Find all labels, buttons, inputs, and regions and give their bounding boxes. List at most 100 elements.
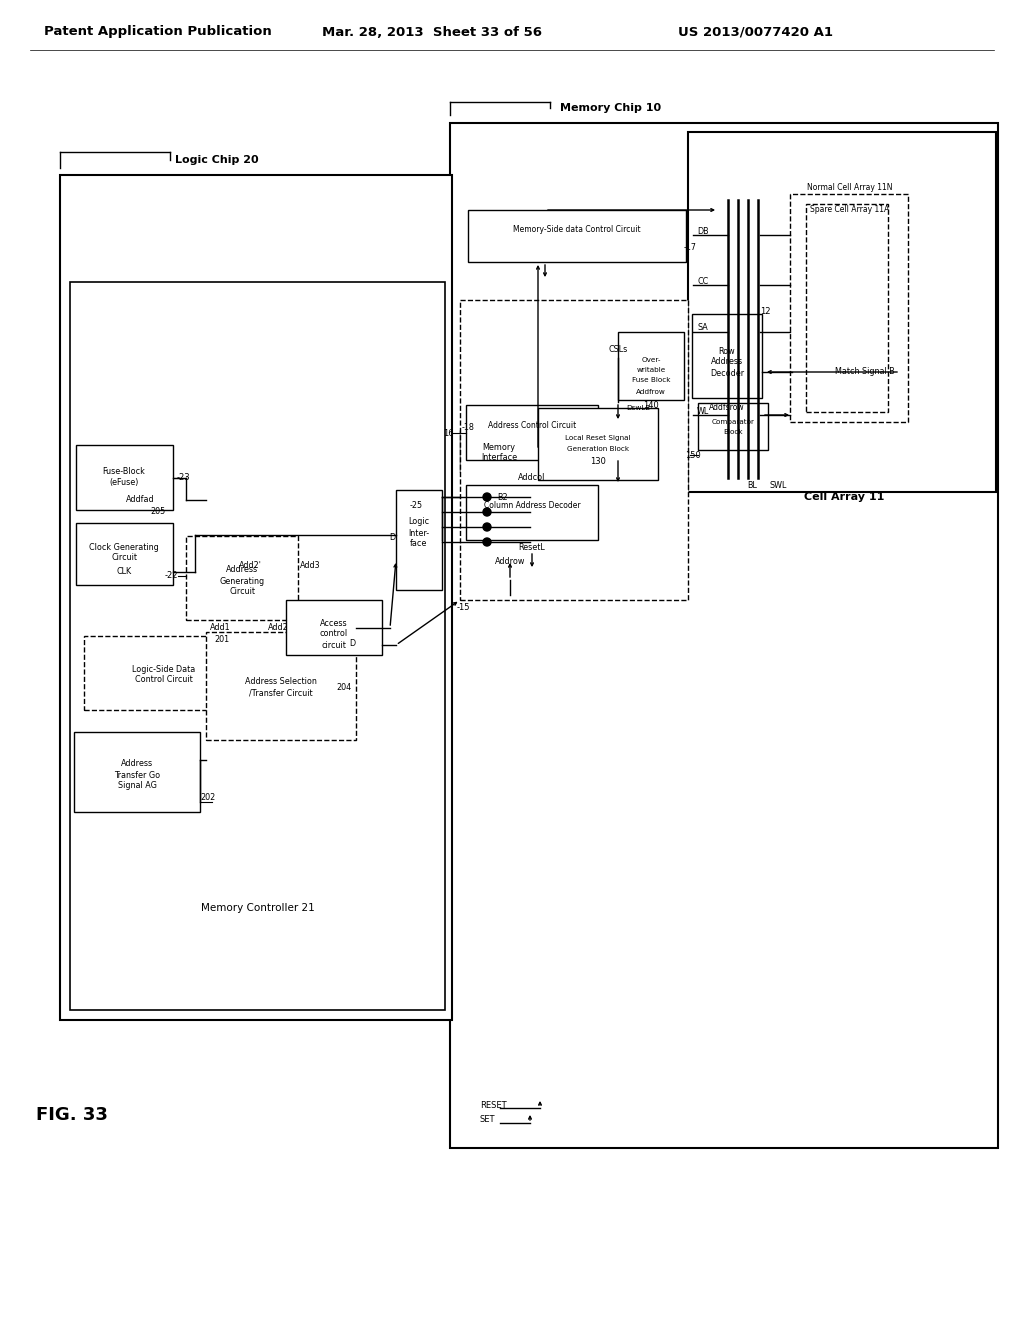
Text: Mar. 28, 2013  Sheet 33 of 56: Mar. 28, 2013 Sheet 33 of 56 [322, 25, 542, 38]
Text: Match Signal B: Match Signal B [835, 367, 895, 376]
Text: WL: WL [697, 408, 710, 417]
Text: B2: B2 [497, 494, 508, 503]
Text: SA: SA [697, 323, 709, 333]
Bar [74, 733, 200, 812]
Bar [60, 176, 452, 1020]
Text: (eFuse): (eFuse) [110, 479, 138, 487]
Text: Control Circuit: Control Circuit [135, 676, 193, 685]
Text: Addcol: Addcol [518, 474, 546, 483]
Text: Comparator: Comparator [712, 418, 755, 425]
Text: Addfrow: Addfrow [636, 389, 666, 395]
Bar [70, 282, 445, 1010]
Text: Memory: Memory [482, 442, 515, 451]
Bar [698, 403, 768, 450]
Text: Memory Chip 10: Memory Chip 10 [560, 103, 662, 114]
Text: 202: 202 [200, 793, 215, 803]
Text: 205: 205 [151, 507, 166, 516]
Text: Over-: Over- [641, 356, 660, 363]
Text: Address: Address [121, 759, 153, 768]
Text: Generation Block: Generation Block [567, 446, 629, 451]
Text: Patent Application Publication: Patent Application Publication [44, 25, 272, 38]
Text: face: face [411, 540, 428, 549]
Bar [466, 405, 598, 459]
Bar [538, 408, 658, 480]
Text: 16: 16 [442, 429, 454, 437]
Text: CLK: CLK [117, 568, 131, 577]
Text: /Transfer Circuit: /Transfer Circuit [249, 689, 312, 697]
Bar [692, 314, 762, 399]
Text: Addrow: Addrow [495, 557, 525, 566]
Text: writable: writable [636, 367, 666, 374]
Circle shape [483, 539, 490, 546]
Text: Cell Array 11: Cell Array 11 [804, 492, 884, 502]
Text: Transfer Go: Transfer Go [114, 771, 160, 780]
Bar [688, 132, 996, 492]
Circle shape [483, 492, 490, 502]
Bar [396, 490, 442, 590]
Text: BL: BL [748, 480, 757, 490]
Bar [460, 300, 688, 601]
Text: Addfad: Addfad [126, 495, 155, 504]
Text: -18: -18 [462, 422, 474, 432]
Text: CC: CC [697, 277, 709, 286]
Text: -22: -22 [165, 572, 178, 581]
Text: Access: Access [321, 619, 348, 627]
Text: Logic-Side Data: Logic-Side Data [132, 664, 196, 673]
Circle shape [483, 523, 490, 531]
Text: Circuit: Circuit [229, 587, 255, 597]
Text: Local Reset Signal: Local Reset Signal [565, 436, 631, 441]
Bar [450, 123, 998, 1148]
Text: Add1: Add1 [210, 623, 230, 632]
Text: -23: -23 [177, 474, 190, 483]
Text: Column Address Decoder: Column Address Decoder [483, 500, 581, 510]
Text: Inter-: Inter- [409, 528, 429, 537]
Text: Fuse-Block: Fuse-Block [102, 467, 145, 477]
Text: Add2: Add2 [267, 623, 289, 632]
Text: 140: 140 [643, 401, 658, 411]
Bar [806, 205, 888, 412]
Bar [76, 523, 173, 585]
Text: RESET: RESET [480, 1101, 507, 1110]
Text: Clock Generating: Clock Generating [89, 543, 159, 552]
Text: -17: -17 [683, 243, 696, 252]
Bar [84, 636, 244, 710]
Text: Normal Cell Array 11N: Normal Cell Array 11N [807, 183, 893, 193]
Bar [618, 333, 684, 400]
Text: D: D [389, 533, 395, 543]
Text: 204: 204 [337, 684, 351, 693]
Bar [76, 445, 173, 510]
Text: DB: DB [697, 227, 709, 236]
Text: Add3: Add3 [300, 561, 321, 569]
Circle shape [483, 508, 490, 516]
Text: ResetL: ResetL [518, 544, 546, 553]
Text: Circuit: Circuit [111, 553, 137, 562]
Text: Address: Address [226, 565, 258, 574]
Bar [466, 484, 598, 540]
Text: Address: Address [711, 358, 743, 367]
Text: Memory-Side data Control Circuit: Memory-Side data Control Circuit [513, 226, 641, 235]
Text: -15: -15 [457, 603, 470, 612]
Text: Row: Row [719, 346, 735, 355]
Text: 150: 150 [685, 450, 700, 459]
Text: control: control [319, 630, 348, 639]
Text: Address Control Circuit: Address Control Circuit [487, 421, 577, 429]
Text: Addfsrow: Addfsrow [710, 404, 744, 412]
Text: 12: 12 [760, 306, 770, 315]
Text: Interface: Interface [481, 454, 517, 462]
Text: Add2': Add2' [239, 561, 261, 569]
Text: Logic: Logic [409, 517, 429, 527]
Text: CSLs: CSLs [608, 346, 628, 355]
Bar [790, 194, 908, 422]
Text: circuit: circuit [322, 640, 346, 649]
Text: D: D [349, 639, 355, 648]
Text: FIG. 33: FIG. 33 [36, 1106, 108, 1125]
Text: Block: Block [723, 429, 742, 436]
Text: Generating: Generating [219, 577, 264, 586]
Bar [460, 430, 538, 473]
Bar [186, 536, 298, 620]
Text: 201: 201 [214, 635, 229, 644]
Bar [286, 601, 382, 655]
Text: SWL: SWL [769, 480, 786, 490]
Text: SET: SET [480, 1115, 496, 1125]
Text: DswLB: DswLB [626, 405, 650, 411]
